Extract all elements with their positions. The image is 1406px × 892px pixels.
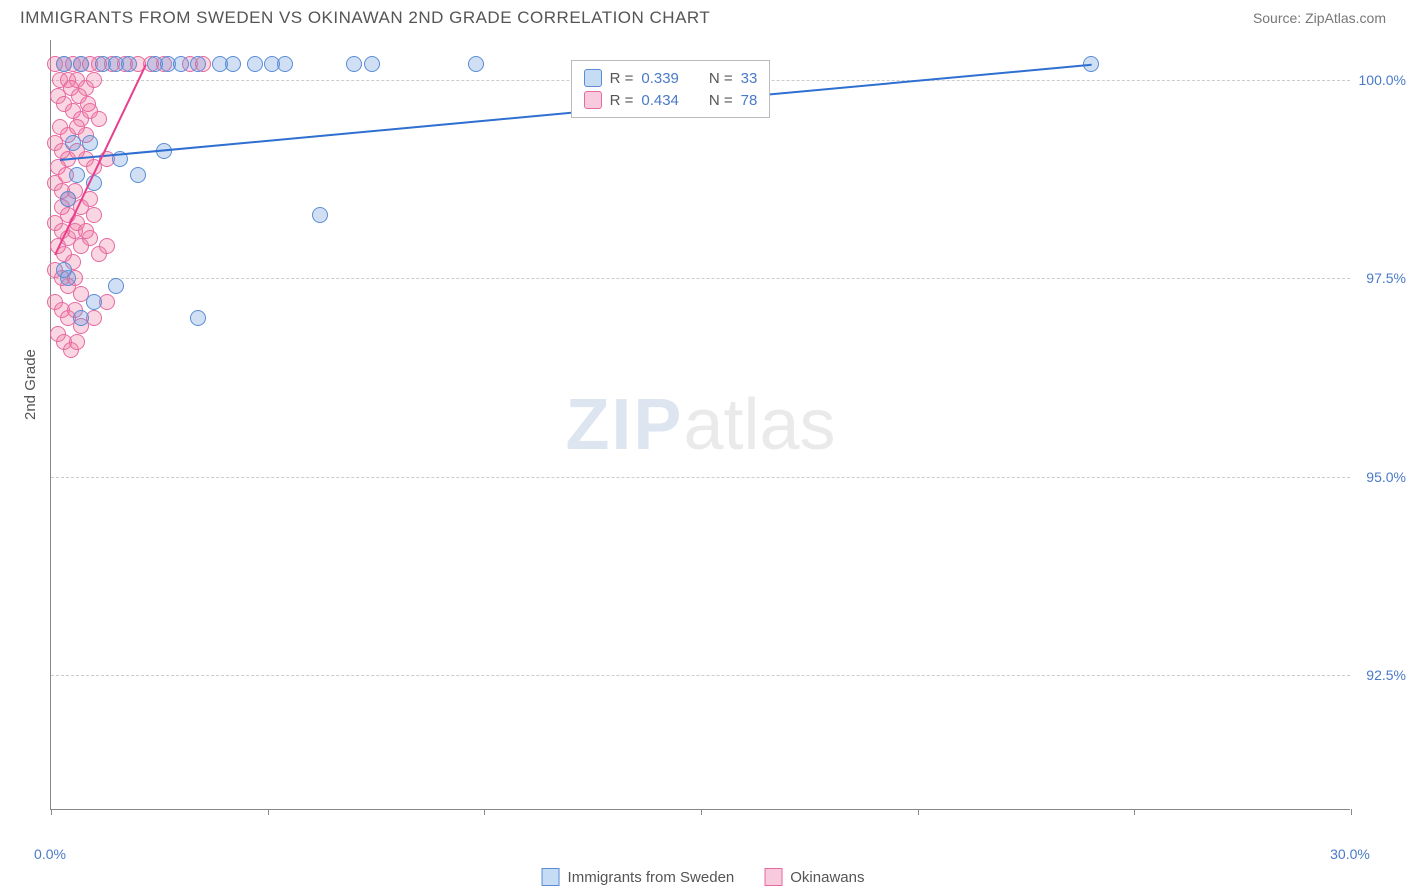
data-point (346, 56, 362, 72)
stats-box: R = 0.339 N = 33 R = 0.434 N = 78 (571, 60, 771, 118)
legend-item-sweden: Immigrants from Sweden (542, 868, 735, 886)
data-point (91, 111, 107, 127)
r-value: 0.339 (641, 70, 679, 87)
gridline (51, 278, 1350, 279)
data-point (468, 56, 484, 72)
xtick (701, 809, 702, 815)
n-label: N = (709, 92, 733, 109)
legend-label-sweden: Immigrants from Sweden (568, 869, 735, 886)
ytick-label: 100.0% (1356, 72, 1406, 88)
data-point (225, 56, 241, 72)
stats-swatch (584, 91, 602, 109)
n-value: 78 (741, 92, 758, 109)
watermark-zip: ZIP (565, 385, 683, 465)
data-point (364, 56, 380, 72)
ytick-label: 95.0% (1356, 469, 1406, 485)
legend-label-okinawans: Okinawans (790, 869, 864, 886)
header: IMMIGRANTS FROM SWEDEN VS OKINAWAN 2ND G… (0, 0, 1406, 32)
gridline (51, 477, 1350, 478)
legend-swatch-okinawans (764, 868, 782, 886)
bottom-legend: Immigrants from Sweden Okinawans (542, 868, 865, 886)
stats-row: R = 0.339 N = 33 (584, 67, 758, 89)
data-point (56, 262, 72, 278)
r-label: R = (610, 92, 634, 109)
data-point (86, 294, 102, 310)
ytick-label: 97.5% (1356, 270, 1406, 286)
source-label: Source: ZipAtlas.com (1253, 10, 1386, 26)
data-point (247, 56, 263, 72)
stats-row: R = 0.434 N = 78 (584, 89, 758, 111)
xtick-label: 0.0% (34, 846, 66, 862)
xtick-label: 30.0% (1330, 846, 1370, 862)
data-point (73, 56, 89, 72)
data-point (60, 191, 76, 207)
legend-item-okinawans: Okinawans (764, 868, 864, 886)
watermark: ZIPatlas (565, 384, 835, 466)
data-point (99, 238, 115, 254)
data-point (69, 334, 85, 350)
data-point (130, 167, 146, 183)
r-value: 0.434 (641, 92, 679, 109)
ytick-label: 92.5% (1356, 667, 1406, 683)
data-point (190, 310, 206, 326)
xtick (484, 809, 485, 815)
xtick (918, 809, 919, 815)
data-point (121, 56, 137, 72)
xtick (51, 809, 52, 815)
y-axis-label: 2nd Grade (22, 349, 39, 420)
chart-plot-area: ZIPatlas 92.5%95.0%97.5%100.0%R =0.339N … (50, 40, 1350, 810)
r-label: R = (610, 70, 634, 87)
data-point (312, 207, 328, 223)
chart-title: IMMIGRANTS FROM SWEDEN VS OKINAWAN 2ND G… (20, 8, 710, 28)
xtick (268, 809, 269, 815)
data-point (86, 207, 102, 223)
data-point (108, 278, 124, 294)
stats-swatch (584, 69, 602, 87)
data-point (80, 96, 96, 112)
data-point (82, 135, 98, 151)
data-point (65, 135, 81, 151)
gridline (51, 675, 1350, 676)
xtick (1134, 809, 1135, 815)
data-point (56, 56, 72, 72)
data-point (69, 167, 85, 183)
data-point (277, 56, 293, 72)
data-point (73, 310, 89, 326)
data-point (173, 56, 189, 72)
watermark-atlas: atlas (683, 385, 835, 465)
n-label: N = (709, 70, 733, 87)
data-point (78, 223, 94, 239)
legend-swatch-sweden (542, 868, 560, 886)
data-point (86, 72, 102, 88)
xtick (1351, 809, 1352, 815)
n-value: 33 (741, 70, 758, 87)
data-point (190, 56, 206, 72)
